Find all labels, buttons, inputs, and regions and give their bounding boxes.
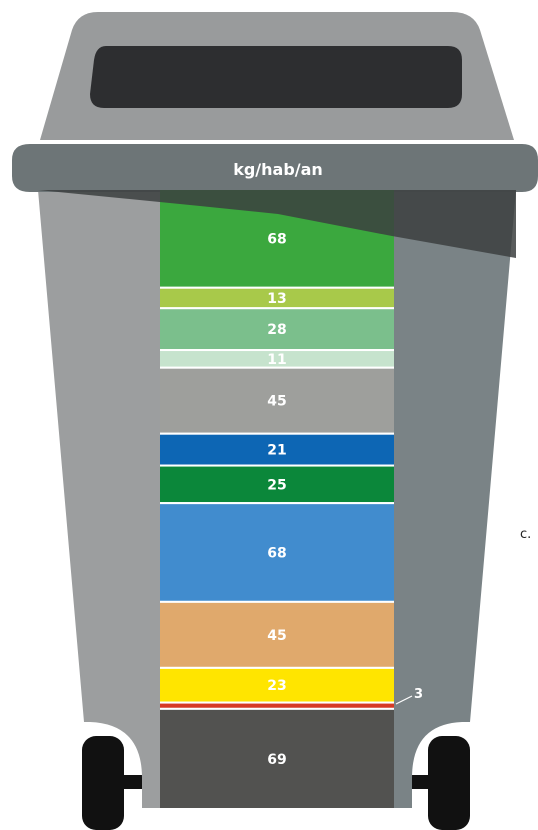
segment-5 xyxy=(160,368,394,433)
callout-line xyxy=(395,695,413,705)
segment-9-label: 45 xyxy=(267,628,286,644)
lid-shadow xyxy=(38,190,516,258)
segment-7 xyxy=(160,466,394,503)
segment-separator xyxy=(160,432,394,435)
segment-separator xyxy=(160,307,394,310)
segment-4-label: 11 xyxy=(267,352,286,368)
side-note: c. xyxy=(520,527,532,542)
segment-12-label: 69 xyxy=(267,752,286,768)
segment-8 xyxy=(160,504,394,601)
left-wheel xyxy=(82,736,124,830)
segment-9 xyxy=(160,602,394,667)
bin-body-left xyxy=(38,190,160,808)
stacked-segments: 68 13 28 11 45 21 25 68 45 23 69 xyxy=(160,190,394,808)
segment-1-label: 68 xyxy=(267,231,286,247)
segment-separator xyxy=(160,349,394,352)
unit-label: kg/hab/an xyxy=(233,160,323,179)
segment-11 xyxy=(160,703,394,708)
callout-value-label: 3 xyxy=(414,687,424,702)
segment-10-label: 23 xyxy=(267,678,286,694)
segment-separator xyxy=(160,286,394,289)
segment-separator xyxy=(160,666,394,669)
lid-slot xyxy=(90,46,462,108)
segment-5-label: 45 xyxy=(267,394,286,410)
segment-separator xyxy=(160,600,394,603)
segment-3 xyxy=(160,309,394,350)
segment-2 xyxy=(160,288,394,308)
segment-12 xyxy=(160,709,394,808)
segment-separator xyxy=(160,701,394,704)
segment-separator xyxy=(160,366,394,369)
segment-6-label: 21 xyxy=(267,443,286,459)
bin-lid-rim xyxy=(12,144,538,192)
segment-separator xyxy=(160,502,394,505)
bin-body-right xyxy=(394,190,516,808)
segment-2-label: 13 xyxy=(267,291,286,307)
segment-separator xyxy=(160,464,394,467)
segment-10 xyxy=(160,668,394,702)
segment-4 xyxy=(160,351,394,367)
segment-separator xyxy=(160,707,394,710)
segment-8-label: 68 xyxy=(267,546,286,562)
segment-7-label: 25 xyxy=(267,477,286,493)
segment-3-label: 28 xyxy=(267,322,286,338)
right-wheel xyxy=(428,736,470,830)
segment-6 xyxy=(160,434,394,465)
